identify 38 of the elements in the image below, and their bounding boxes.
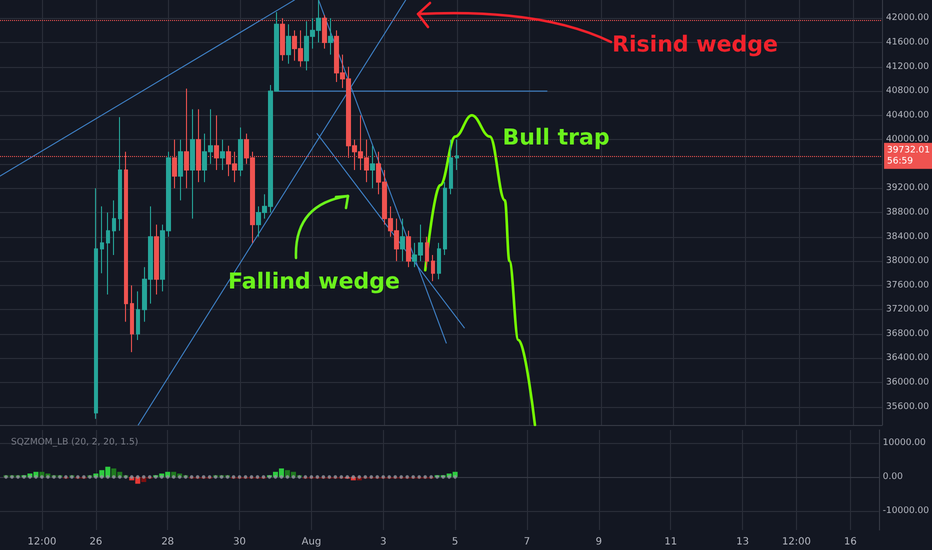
- y-tick-label: 38800.00: [886, 208, 930, 218]
- y-tick-label: 10000.00: [882, 438, 926, 448]
- x-tick-label: 7: [524, 536, 530, 548]
- x-tick-label: 3: [380, 536, 386, 548]
- y-tick-label: 36800.00: [886, 328, 930, 339]
- y-tick-label: 40400.00: [886, 110, 930, 120]
- y-tick-label: 35600.00: [886, 402, 930, 412]
- y-tick-label: 0.00: [882, 472, 904, 482]
- y-tick-label: 41200.00: [886, 62, 930, 72]
- y-tick-label: 42000.00: [886, 13, 930, 24]
- y-tick-label: 40800.00: [886, 86, 930, 96]
- x-tick-label: 5: [452, 536, 458, 548]
- y-tick-label: 37600.00: [886, 280, 930, 290]
- x-tick-label: 12:00: [782, 536, 811, 548]
- y-tick-label: 36000.00: [886, 378, 930, 388]
- x-tick-label: 13: [736, 536, 749, 548]
- annotation: Risind wedge: [612, 32, 778, 58]
- text: SQZMOM_LB (20, 2, 20, 1.5): [11, 438, 138, 448]
- annotation: Fallind wedge: [228, 270, 400, 294]
- x-tick-label: 28: [161, 536, 174, 548]
- ref-line-label: 39732.01: [887, 145, 930, 156]
- y-tick-label: 38400.00: [886, 232, 930, 242]
- x-tick-label: 16: [844, 536, 857, 548]
- text: 56:59: [887, 156, 914, 166]
- annotation: Bull trap: [502, 126, 610, 150]
- y-tick-label: 41600.00: [886, 38, 930, 48]
- y-tick-label: 39200.00: [886, 183, 930, 194]
- y-tick-label: -10000.00: [882, 506, 930, 516]
- y-tick-label: 38000.00: [886, 256, 930, 266]
- x-tick-label: 12:00: [28, 536, 56, 548]
- x-tick-label: 26: [89, 536, 102, 548]
- x-tick-label: 30: [233, 536, 246, 548]
- y-tick-label: 36400.00: [886, 353, 930, 364]
- x-tick-label: 11: [664, 536, 678, 548]
- y-tick-label: 40000.00: [886, 134, 930, 145]
- x-tick-label: Aug: [302, 536, 322, 548]
- y-tick-label: 37200.00: [886, 304, 930, 315]
- x-tick-label: 9: [596, 536, 602, 548]
